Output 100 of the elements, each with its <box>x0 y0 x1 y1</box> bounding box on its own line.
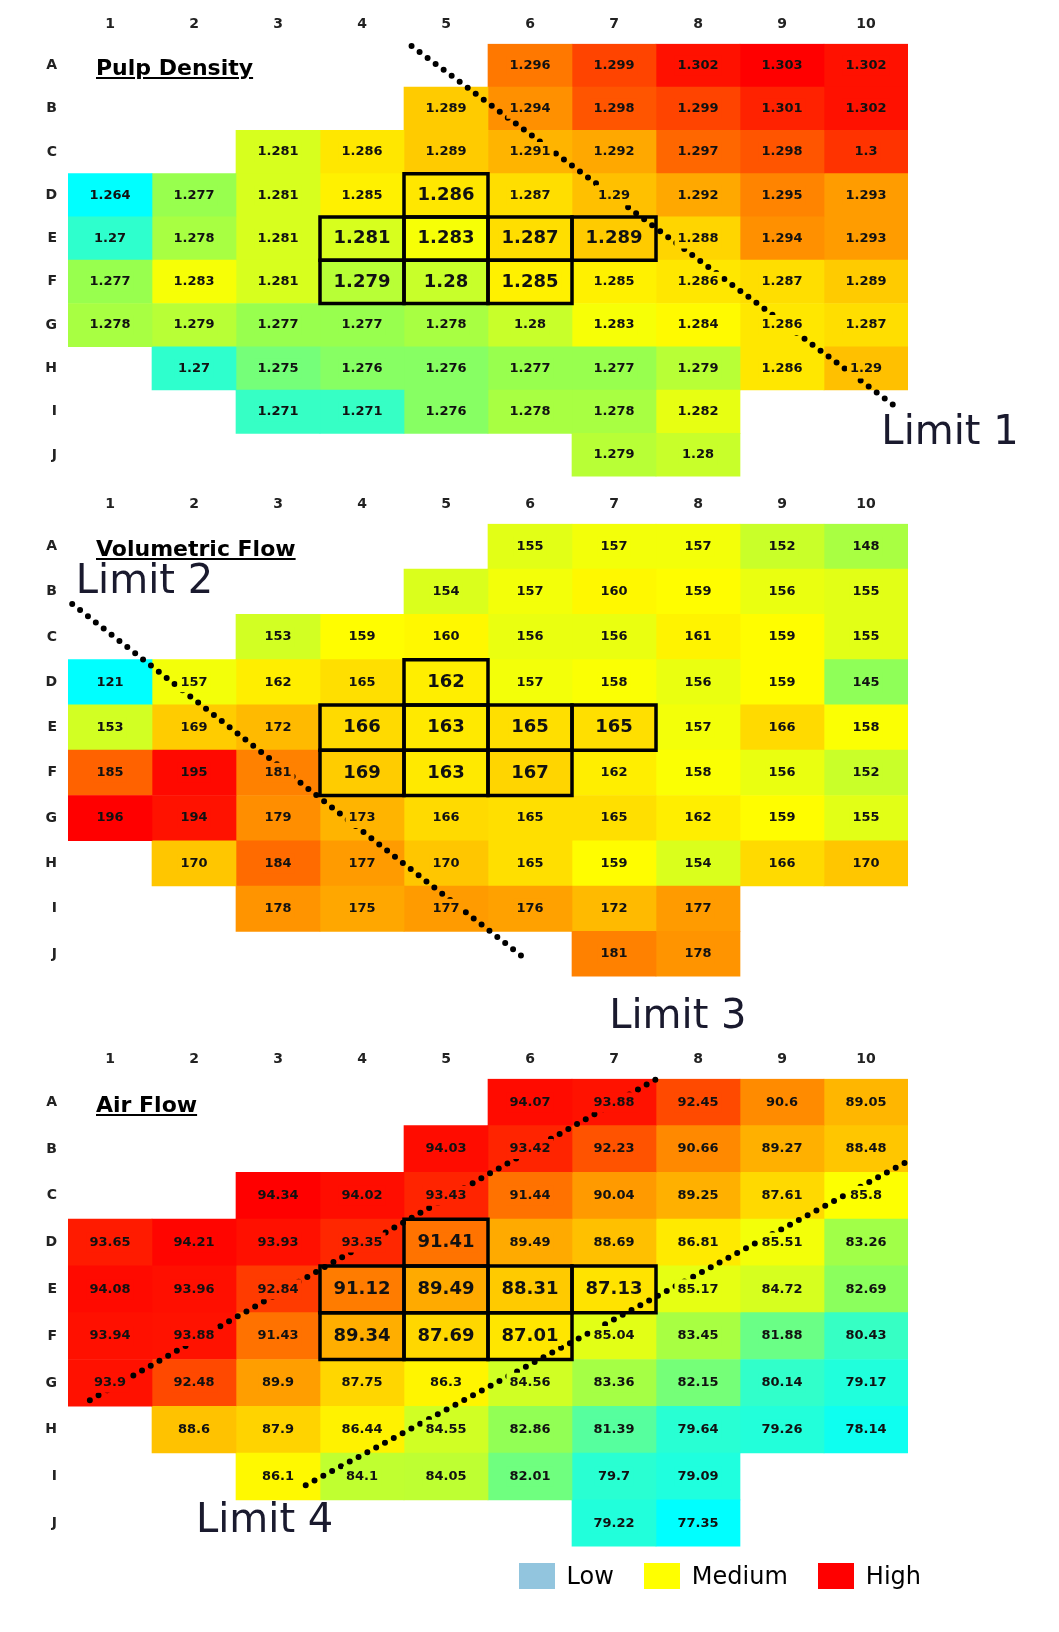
data-label: 1.287 <box>845 316 887 332</box>
y-tick-label: A <box>46 56 58 73</box>
data-label: 1.301 <box>761 100 803 116</box>
data-label: 1.285 <box>593 273 635 289</box>
data-label: 1.294 <box>509 100 551 116</box>
data-label: 185 <box>96 764 124 780</box>
data-label: 92.48 <box>173 1374 215 1390</box>
data-label: 93.88 <box>593 1093 635 1109</box>
data-label: 90.66 <box>677 1140 719 1156</box>
data-label: 1.283 <box>173 273 215 289</box>
data-label: 88.31 <box>501 1276 559 1298</box>
data-label: 1.287 <box>501 226 559 248</box>
y-tick-label: I <box>51 402 57 419</box>
data-label: 1.286 <box>417 182 475 204</box>
data-label: 93.42 <box>509 1140 551 1156</box>
data-label: 165 <box>600 809 628 825</box>
data-label: 194 <box>180 809 208 825</box>
data-label: 1.292 <box>677 186 719 202</box>
data-label: 1.283 <box>417 226 475 248</box>
data-label: 1.287 <box>509 186 551 202</box>
data-label: 159 <box>768 628 796 644</box>
data-label: 1.279 <box>593 446 635 462</box>
data-label: 156 <box>684 673 712 689</box>
data-label: 83.36 <box>593 1374 635 1390</box>
data-label: 157 <box>600 537 628 553</box>
data-label: 1.284 <box>677 316 719 332</box>
data-label: 1.27 <box>93 229 127 245</box>
data-label: 79.7 <box>597 1467 631 1483</box>
data-label: 84.05 <box>425 1467 467 1483</box>
data-label: 162 <box>427 669 465 691</box>
data-label: 1.27 <box>177 359 211 375</box>
data-label: 162 <box>600 764 628 780</box>
x-tick-label: 2 <box>189 495 199 512</box>
data-label: 152 <box>768 537 796 553</box>
y-tick-label: G <box>45 808 57 825</box>
data-label: 1.271 <box>257 403 299 419</box>
data-label: 1.298 <box>593 100 635 116</box>
data-label: 80.43 <box>845 1327 887 1343</box>
data-label: 157 <box>180 673 208 689</box>
data-label: 94.08 <box>89 1280 131 1296</box>
y-tick-label: D <box>45 672 57 689</box>
data-label: 78.14 <box>845 1421 887 1437</box>
data-label: 1.28 <box>423 269 469 291</box>
text: Medium <box>691 1562 788 1590</box>
data-label: 1.293 <box>845 186 887 202</box>
data-label: 170 <box>432 854 460 870</box>
data-label: 1.293 <box>845 229 887 245</box>
x-tick-label: 9 <box>777 495 787 512</box>
y-tick-label: H <box>45 854 57 871</box>
x-tick-label: 9 <box>777 1050 787 1067</box>
data-label: 1.281 <box>257 186 299 202</box>
data-label: 87.75 <box>341 1374 383 1390</box>
data-label: 1.279 <box>333 269 391 291</box>
data-label: 152 <box>852 764 880 780</box>
x-tick-label: 5 <box>441 1050 451 1067</box>
y-tick-label: D <box>45 1233 57 1250</box>
data-label: 1.276 <box>425 359 467 375</box>
data-label: 156 <box>600 628 628 644</box>
data-label: 166 <box>432 809 460 825</box>
y-tick-label: I <box>51 1467 57 1484</box>
data-label: 88.48 <box>845 1140 887 1156</box>
y-tick-label: J <box>50 1513 57 1530</box>
data-label: 92.84 <box>257 1280 299 1296</box>
data-label: 1.275 <box>257 359 299 375</box>
x-tick-label: 8 <box>693 15 703 32</box>
data-label: 158 <box>600 673 628 689</box>
data-label: 177 <box>348 854 376 870</box>
data-label: 94.21 <box>173 1233 215 1249</box>
data-label: 1.302 <box>677 56 719 72</box>
x-tick-label: 6 <box>525 1050 535 1067</box>
data-label: 79.26 <box>761 1421 803 1437</box>
x-tick-label: 4 <box>357 15 368 32</box>
x-tick-label: 3 <box>273 1050 283 1067</box>
data-label: 163 <box>427 715 465 737</box>
data-label: 92.45 <box>677 1093 719 1109</box>
data-label: 1.281 <box>257 273 299 289</box>
x-tick-label: 10 <box>856 1050 876 1067</box>
x-tick-label: 6 <box>525 495 535 512</box>
data-label: 1.287 <box>761 273 803 289</box>
data-label: 1.281 <box>257 229 299 245</box>
data-label: 1.296 <box>509 56 551 72</box>
data-label: 1.289 <box>425 100 467 116</box>
x-tick-label: 1 <box>105 15 115 32</box>
data-label: 163 <box>427 760 465 782</box>
x-tick-label: 9 <box>777 15 787 32</box>
data-label: 93.65 <box>89 1233 131 1249</box>
data-label: 181 <box>600 945 628 961</box>
data-label: 177 <box>432 900 460 916</box>
data-label: 88.69 <box>593 1233 635 1249</box>
y-tick-label: E <box>47 718 57 735</box>
data-label: 196 <box>96 809 124 825</box>
data-label: 1.277 <box>509 359 551 375</box>
data-label: 121 <box>96 673 124 689</box>
text: Limit 3 <box>609 991 747 1038</box>
data-label: 157 <box>516 583 544 599</box>
data-label: 157 <box>684 537 712 553</box>
data-label: 1.289 <box>585 226 643 248</box>
data-label: 83.45 <box>677 1327 719 1343</box>
data-label: 89.25 <box>677 1187 719 1203</box>
data-label: 159 <box>768 809 796 825</box>
